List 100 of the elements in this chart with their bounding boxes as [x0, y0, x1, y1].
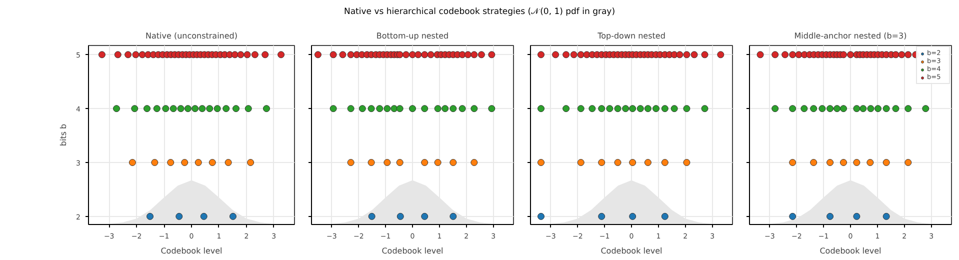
- point: [782, 51, 789, 58]
- point: [652, 105, 660, 112]
- point: [629, 159, 636, 166]
- point: [347, 159, 354, 166]
- point: [368, 105, 375, 112]
- point: [170, 105, 177, 112]
- point: [214, 105, 221, 112]
- point: [470, 159, 478, 166]
- point: [826, 159, 834, 166]
- point: [231, 51, 238, 58]
- point: [867, 105, 874, 112]
- point: [853, 212, 860, 220]
- point: [789, 212, 796, 220]
- point: [598, 159, 606, 166]
- point: [244, 51, 251, 58]
- point: [562, 51, 570, 58]
- point: [577, 159, 584, 166]
- point: [470, 105, 478, 112]
- point: [132, 51, 140, 58]
- point: [577, 51, 584, 58]
- point: [396, 159, 404, 166]
- point: [478, 51, 485, 58]
- point: [368, 159, 375, 166]
- point: [458, 51, 466, 58]
- point: [314, 51, 322, 58]
- point: [826, 212, 834, 220]
- point: [224, 159, 232, 166]
- point: [683, 159, 690, 166]
- point: [904, 51, 912, 58]
- point: [898, 51, 906, 58]
- point: [247, 159, 254, 166]
- point: [882, 105, 890, 112]
- point: [904, 159, 912, 166]
- point: [237, 51, 244, 58]
- point: [644, 105, 652, 112]
- point: [538, 212, 545, 220]
- point: [840, 159, 847, 166]
- point: [151, 159, 158, 166]
- point: [192, 105, 199, 112]
- point: [384, 159, 391, 166]
- point: [538, 51, 545, 58]
- point: [853, 159, 860, 166]
- point: [458, 105, 466, 112]
- point: [114, 51, 122, 58]
- point: [756, 51, 764, 58]
- point: [421, 212, 428, 220]
- point: [390, 105, 398, 112]
- point: [661, 212, 668, 220]
- point: [789, 159, 796, 166]
- point: [538, 159, 545, 166]
- point: [434, 105, 442, 112]
- point: [262, 51, 269, 58]
- point: [661, 159, 668, 166]
- point: [570, 51, 578, 58]
- point: [717, 51, 724, 58]
- point: [229, 212, 236, 220]
- point: [810, 105, 818, 112]
- point: [636, 105, 644, 112]
- x-axis-title: Codebook level: [160, 246, 222, 256]
- point: [124, 51, 132, 58]
- point: [892, 51, 900, 58]
- y-axis-title: bits b: [59, 124, 68, 146]
- point: [860, 105, 867, 112]
- point: [384, 105, 391, 112]
- point: [162, 105, 170, 112]
- point: [421, 105, 428, 112]
- point: [113, 105, 120, 112]
- point: [470, 51, 478, 58]
- point: [358, 105, 366, 112]
- point: [772, 51, 779, 58]
- point: [442, 105, 449, 112]
- point: [98, 51, 106, 58]
- point: [347, 105, 354, 112]
- point: [208, 159, 216, 166]
- point: [396, 105, 404, 112]
- point: [488, 105, 496, 112]
- point: [598, 212, 606, 220]
- point: [670, 105, 678, 112]
- point: [701, 105, 708, 112]
- point: [882, 212, 890, 220]
- point: [368, 212, 376, 220]
- point: [538, 105, 545, 112]
- point: [251, 51, 258, 58]
- point: [414, 51, 422, 58]
- point: [278, 51, 285, 58]
- point: [577, 105, 584, 112]
- point: [588, 105, 596, 112]
- point: [409, 105, 416, 112]
- point: [874, 105, 882, 112]
- point: [176, 212, 183, 220]
- point: [198, 105, 206, 112]
- point: [892, 105, 900, 112]
- point: [882, 159, 890, 166]
- point: [622, 105, 630, 112]
- point: [131, 105, 138, 112]
- point: [153, 105, 160, 112]
- point: [701, 51, 708, 58]
- point: [376, 105, 384, 112]
- point: [614, 159, 622, 166]
- point: [464, 51, 472, 58]
